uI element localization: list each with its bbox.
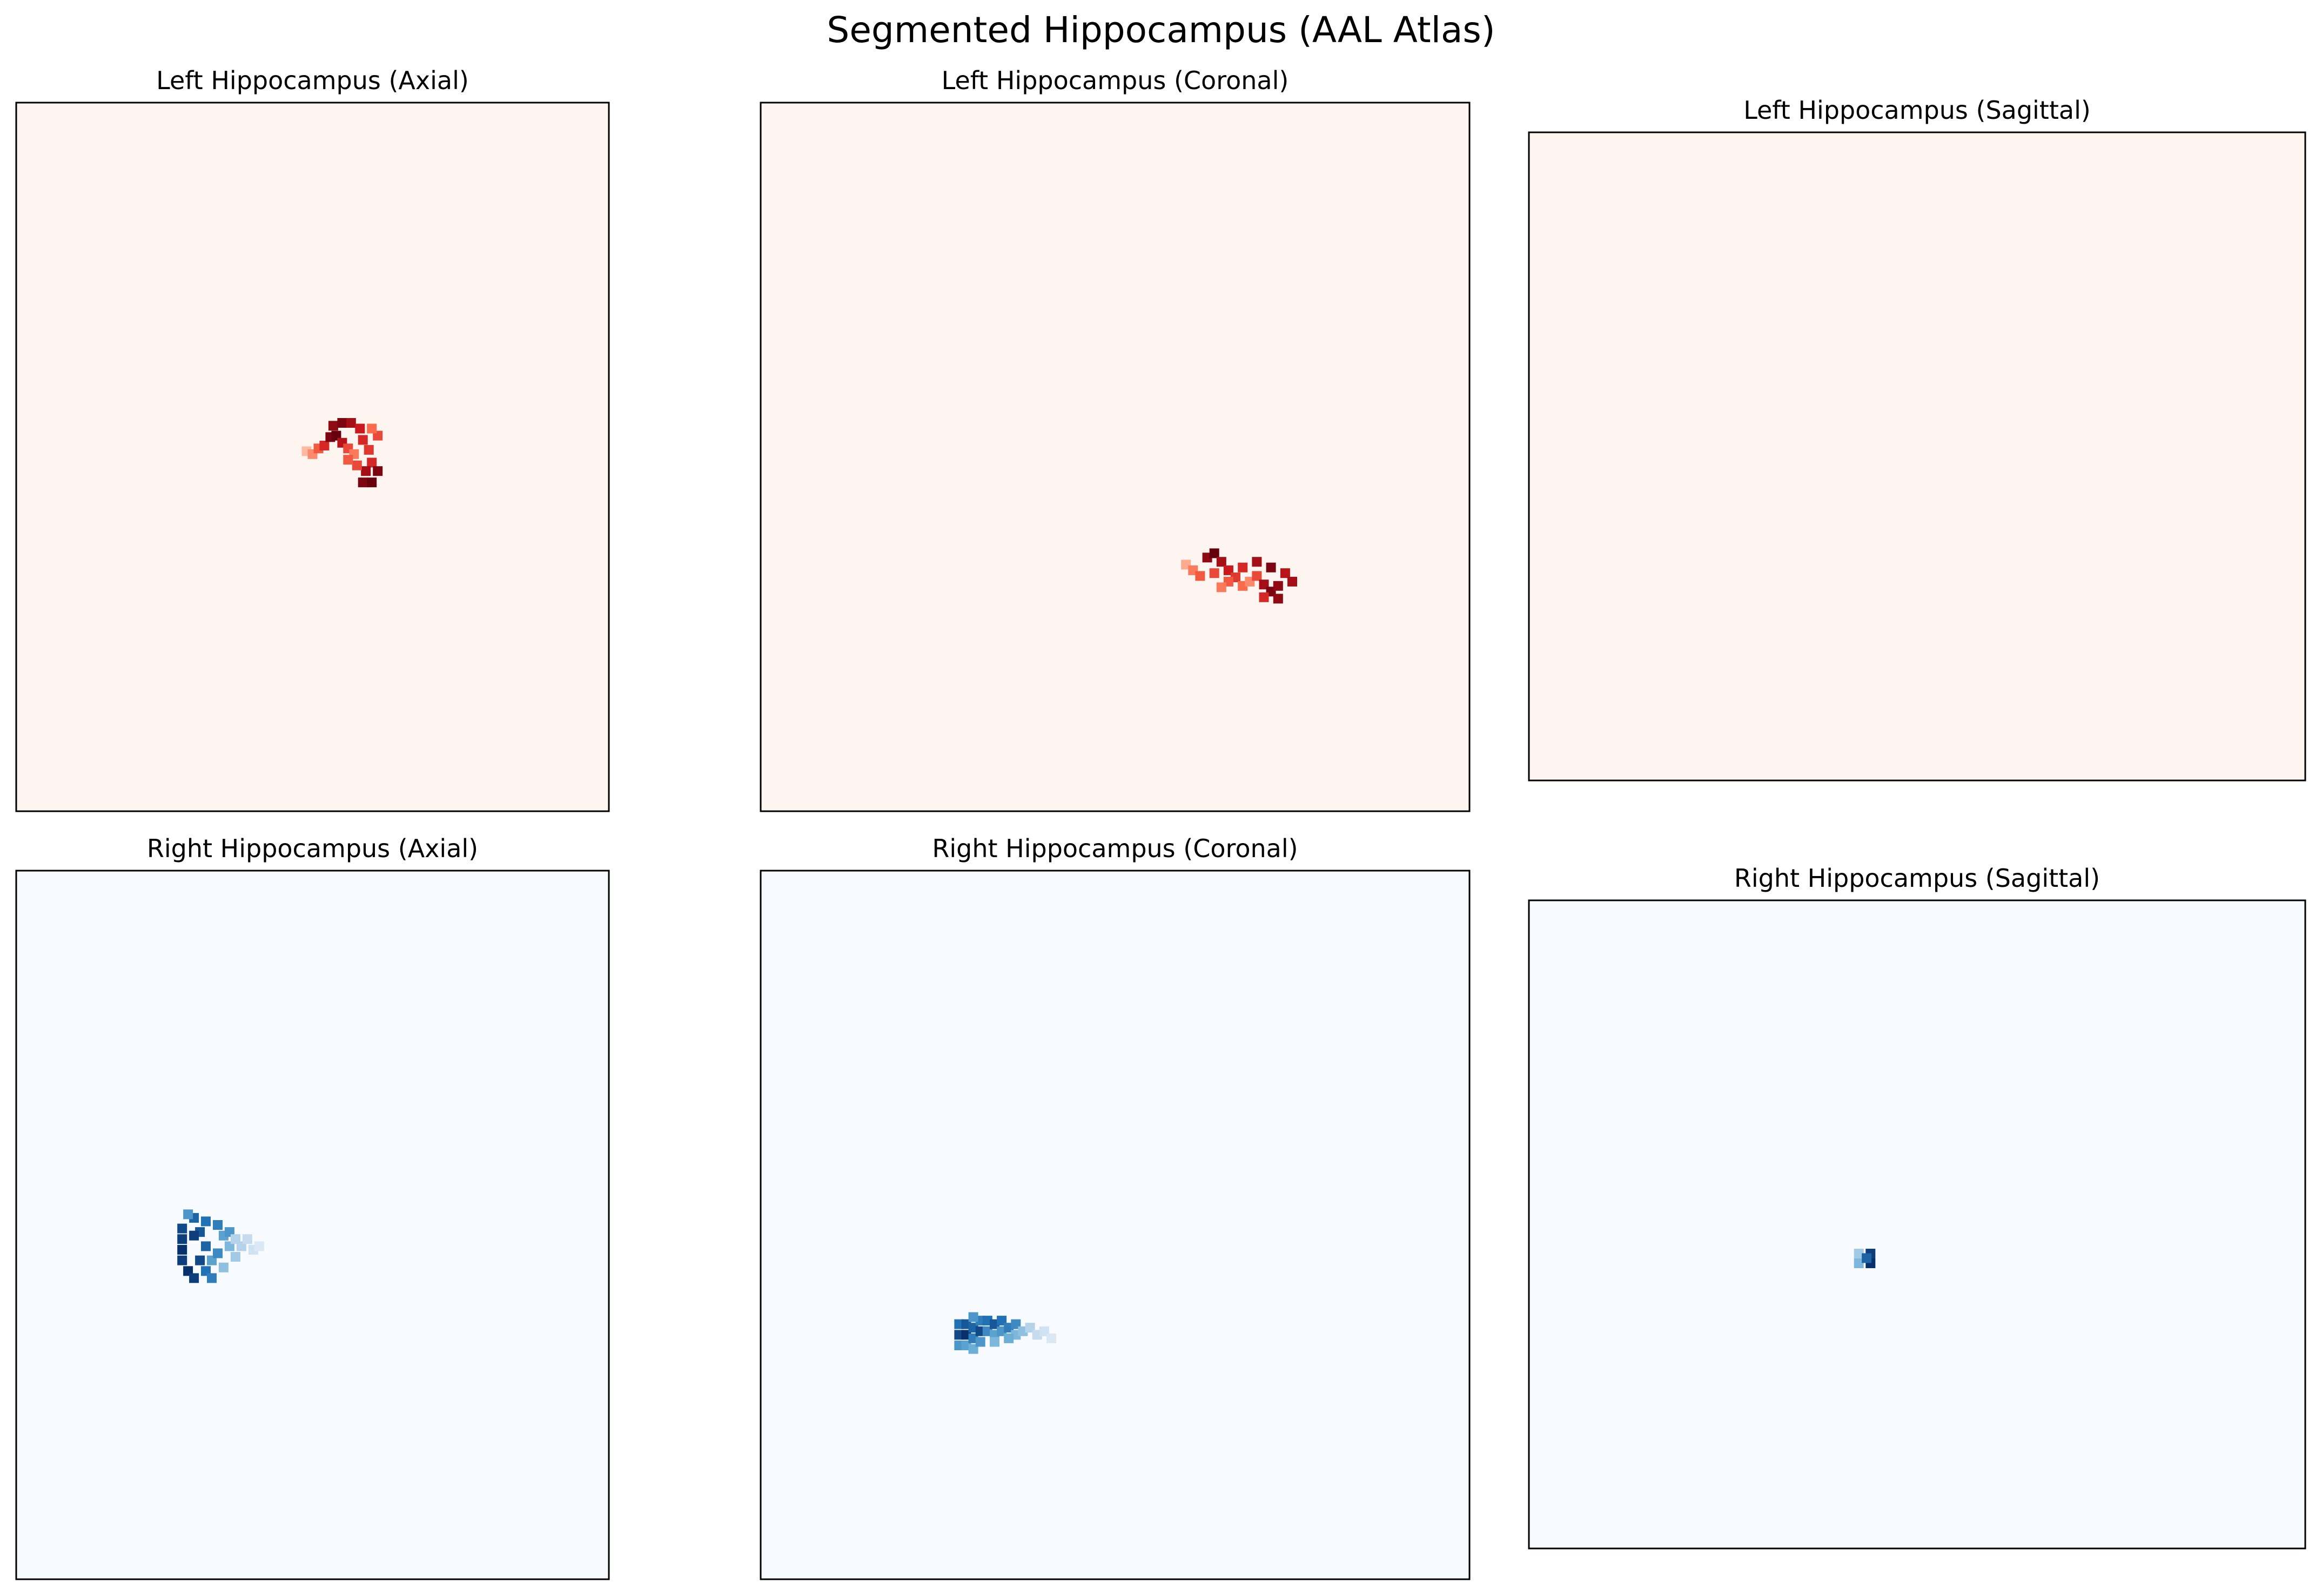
heatmap-cell-left-hippocampus-axial-21 xyxy=(373,466,383,476)
heatmap-cell-left-hippocampus-coronal-19 xyxy=(1209,568,1219,578)
heatmap-cell-left-hippocampus-axial-12 xyxy=(355,423,365,434)
heatmap-cell-right-hippocampus-axial-25 xyxy=(218,1262,229,1272)
heatmap-cell-left-hippocampus-coronal-17 xyxy=(1238,562,1248,573)
panel-title-right-hippocampus-axial: Right Hippocampus (Axial) xyxy=(147,834,478,863)
panel-title-left-hippocampus-sagittal: Left Hippocampus (Sagittal) xyxy=(1743,96,2091,125)
panel-frame-right-hippocampus-coronal xyxy=(760,870,1471,1580)
heatmap-cell-left-hippocampus-axial-11 xyxy=(346,418,356,428)
heatmap-cell-left-hippocampus-axial-9 xyxy=(328,421,338,431)
heatmap-cell-right-hippocampus-axial-26 xyxy=(230,1234,240,1244)
heatmap-cell-left-hippocampus-coronal-4 xyxy=(1209,548,1219,558)
heatmap-cell-right-hippocampus-coronal-11 xyxy=(975,1337,985,1347)
panel-grid: Left Hippocampus (Axial) Left Hippocampus… xyxy=(15,66,2306,1580)
heatmap-cell-left-hippocampus-axial-14 xyxy=(364,445,374,455)
panel-left-hippocampus-axial: Left Hippocampus (Axial) xyxy=(15,66,610,812)
heatmap-cell-left-hippocampus-axial-3 xyxy=(319,441,330,450)
heatmap-cell-left-hippocampus-coronal-22 xyxy=(1259,592,1269,602)
panel-background-left-hippocampus-sagittal xyxy=(1529,132,2305,780)
heatmap-cell-left-hippocampus-coronal-14 xyxy=(1280,568,1290,578)
heatmap-cell-right-hippocampus-axial-2 xyxy=(177,1244,187,1255)
panel-left-hippocampus-coronal: Left Hippocampus (Coronal) xyxy=(760,66,1471,812)
heatmap-cell-left-hippocampus-axial-10 xyxy=(337,418,347,428)
panel-left-hippocampus-sagittal: Left Hippocampus (Sagittal) xyxy=(1528,96,2306,782)
heatmap-cell-right-hippocampus-axial-24 xyxy=(189,1230,199,1241)
heatmap-cell-right-hippocampus-coronal-25 xyxy=(1046,1333,1056,1343)
heatmap-cell-left-hippocampus-axial-23 xyxy=(367,423,377,434)
heatmap-cell-right-hippocampus-axial-23 xyxy=(183,1209,193,1220)
heatmap-cell-right-hippocampus-coronal-26 xyxy=(1004,1333,1014,1343)
heatmap-cell-right-hippocampus-axial-19 xyxy=(254,1241,264,1251)
heatmap-cell-left-hippocampus-coronal-23 xyxy=(1287,576,1297,587)
heatmap-cell-left-hippocampus-axial-16 xyxy=(361,466,371,476)
heatmap-cell-right-hippocampus-axial-5 xyxy=(189,1273,199,1283)
figure-title: Segmented Hippocampus (AAL Atlas) xyxy=(827,9,1495,51)
panel-frame-right-hippocampus-axial xyxy=(15,870,610,1580)
heatmap-cell-left-hippocampus-axial-13 xyxy=(358,435,368,445)
panel-frame-left-hippocampus-axial xyxy=(15,102,610,812)
heatmap-cell-left-hippocampus-coronal-20 xyxy=(1216,582,1226,592)
heatmap-cell-left-hippocampus-axial-20 xyxy=(367,477,377,488)
heatmap-cell-right-hippocampus-coronal-28 xyxy=(968,1312,978,1322)
panel-frame-left-hippocampus-sagittal xyxy=(1528,131,2306,782)
heatmap-cell-left-hippocampus-axial-15 xyxy=(367,457,377,468)
heatmap-cell-right-hippocampus-axial-22 xyxy=(207,1273,217,1283)
heatmap-cell-right-hippocampus-axial-15 xyxy=(230,1252,240,1262)
heatmap-cell-left-hippocampus-coronal-15 xyxy=(1252,557,1262,567)
heatmap-cell-left-hippocampus-coronal-13 xyxy=(1273,581,1283,591)
panel-frame-right-hippocampus-sagittal xyxy=(1528,899,2306,1550)
heatmap-cell-left-hippocampus-coronal-5 xyxy=(1216,557,1226,567)
heatmap-cell-right-hippocampus-axial-12 xyxy=(213,1220,223,1230)
heatmap-cell-right-hippocampus-axial-9 xyxy=(195,1255,205,1265)
heatmap-cell-left-hippocampus-coronal-10 xyxy=(1252,571,1262,581)
heatmap-cell-left-hippocampus-axial-18 xyxy=(343,455,353,465)
heatmap-cell-right-hippocampus-sagittal-1 xyxy=(1854,1258,1864,1268)
panel-title-right-hippocampus-sagittal: Right Hippocampus (Sagittal) xyxy=(1734,864,2100,893)
heatmap-cell-left-hippocampus-coronal-16 xyxy=(1266,562,1276,573)
panel-right-hippocampus-axial: Right Hippocampus (Axial) xyxy=(15,834,610,1580)
heatmap-cell-right-hippocampus-axial-3 xyxy=(177,1255,187,1265)
heatmap-cell-left-hippocampus-coronal-2 xyxy=(1195,571,1205,581)
heatmap-cell-left-hippocampus-coronal-21 xyxy=(1273,594,1283,604)
heatmap-cell-right-hippocampus-axial-0 xyxy=(177,1223,187,1234)
heatmap-cell-left-hippocampus-axial-19 xyxy=(358,477,368,488)
heatmap-cell-right-hippocampus-sagittal-4 xyxy=(1862,1253,1872,1263)
panel-right-hippocampus-coronal: Right Hippocampus (Coronal) xyxy=(760,834,1471,1580)
panel-frame-left-hippocampus-coronal xyxy=(760,102,1471,812)
heatmap-cell-right-hippocampus-coronal-27 xyxy=(990,1337,999,1347)
heatmap-cell-left-hippocampus-axial-17 xyxy=(352,460,362,470)
heatmap-cell-right-hippocampus-axial-17 xyxy=(242,1234,252,1244)
heatmap-cell-right-hippocampus-sagittal-0 xyxy=(1854,1249,1864,1258)
panel-background-right-hippocampus-coronal xyxy=(761,871,1469,1579)
panel-title-right-hippocampus-coronal: Right Hippocampus (Coronal) xyxy=(932,834,1298,863)
heatmap-cell-right-hippocampus-axial-21 xyxy=(213,1248,223,1258)
panel-background-right-hippocampus-axial xyxy=(16,871,609,1579)
panel-background-left-hippocampus-coronal xyxy=(761,103,1469,811)
heatmap-cell-right-hippocampus-axial-8 xyxy=(201,1241,211,1251)
panel-right-hippocampus-sagittal: Right Hippocampus (Sagittal) xyxy=(1528,864,2306,1550)
panel-title-left-hippocampus-coronal: Left Hippocampus (Coronal) xyxy=(942,66,1289,95)
heatmap-cell-right-hippocampus-axial-27 xyxy=(201,1216,211,1227)
heatmap-cell-right-hippocampus-axial-1 xyxy=(177,1234,187,1244)
panel-background-right-hippocampus-sagittal xyxy=(1529,900,2305,1548)
panel-title-left-hippocampus-axial: Left Hippocampus (Axial) xyxy=(156,66,469,95)
